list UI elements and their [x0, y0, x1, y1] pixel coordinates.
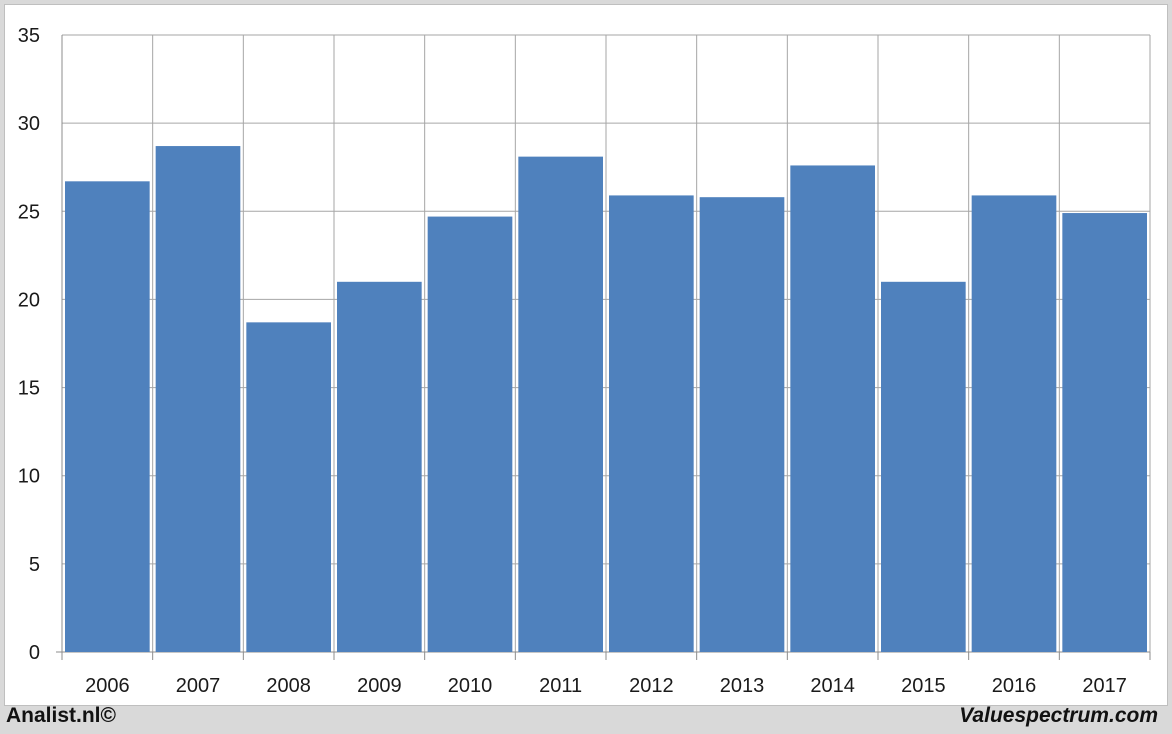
bar: [427, 216, 513, 652]
y-tick-label: 0: [29, 642, 40, 664]
y-tick-label: 10: [18, 466, 40, 488]
x-tick-label: 2016: [992, 675, 1037, 697]
x-tick-label: 2011: [539, 675, 582, 697]
x-tick-label: 2007: [176, 675, 221, 697]
bar: [609, 195, 694, 653]
footer-source-label: Analist.nl©: [6, 704, 116, 727]
x-tick-label: 2012: [629, 675, 674, 697]
x-tick-label: 2009: [357, 675, 402, 697]
bar: [337, 281, 422, 652]
y-tick-label: 20: [18, 289, 40, 311]
bar: [65, 181, 150, 652]
bar: [518, 156, 603, 652]
x-tick-label: 2013: [720, 675, 765, 697]
y-tick-label: 30: [18, 113, 40, 135]
x-tick-label: 2014: [810, 675, 855, 697]
x-tick-label: 2010: [448, 675, 493, 697]
y-tick-label: 35: [18, 25, 40, 47]
y-tick-label: 25: [18, 201, 40, 223]
bar: [971, 195, 1057, 653]
y-tick-label: 5: [29, 554, 40, 576]
y-tick-label: 15: [18, 378, 40, 400]
footer-site-label: Valuespectrum.com: [959, 704, 1158, 727]
x-tick-label: 2015: [901, 675, 946, 697]
bar: [246, 322, 331, 652]
x-tick-label: 2008: [266, 675, 311, 697]
bar: [881, 281, 966, 652]
bar-chart: 0 5 10 15 20 25 30 35 2006 2007 2008 2009 2010 2011 20…: [18, 25, 1151, 697]
bar: [1062, 213, 1147, 652]
x-tick-label: 2017: [1082, 675, 1127, 697]
bar: [155, 146, 241, 652]
bar: [790, 165, 875, 653]
x-tick-label: 2006: [85, 675, 130, 697]
bar: [699, 197, 785, 652]
